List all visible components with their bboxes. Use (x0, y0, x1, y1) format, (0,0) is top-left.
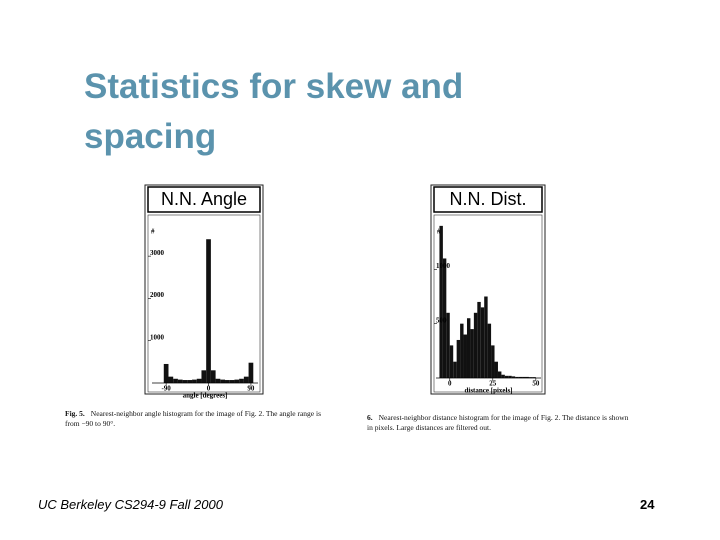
histogram-bar (225, 380, 230, 383)
slide-title: Statistics for skew and spacing (84, 67, 464, 156)
histogram-bar (449, 345, 454, 378)
histogram-bar (446, 312, 450, 378)
y-tick-label: 3000 (150, 249, 165, 257)
figure-frame (144, 184, 264, 395)
y-tick-label: 1000 (150, 333, 165, 341)
histogram-bar (504, 375, 509, 378)
histogram-bar (442, 258, 447, 378)
figure-header: N.N. Angle (161, 189, 247, 209)
plot-frame (147, 214, 261, 393)
histogram-bar (220, 379, 226, 383)
x-tick-label: 25 (489, 380, 497, 388)
x-axis-label: angle [degrees] (183, 392, 228, 400)
caption-number: Fig. 5. (65, 409, 85, 418)
histogram-bar (501, 374, 505, 378)
histogram-bar (173, 378, 178, 383)
histogram-bar (532, 377, 536, 378)
histogram-bar (196, 378, 202, 383)
histogram-bar (234, 379, 240, 383)
caption: 6. Nearest-neighbor distance histogram fo… (367, 413, 629, 433)
histogram-bar (463, 334, 467, 378)
page-number: 24 (640, 497, 655, 512)
header-box (147, 186, 261, 213)
y-tick-label: 1000 (436, 262, 451, 270)
histogram-bar (168, 376, 174, 383)
histogram-bar (239, 378, 244, 383)
histogram-bar (210, 370, 216, 383)
histogram-bar (515, 376, 519, 378)
x-tick-label: -90 (161, 385, 171, 393)
x-axis-label: distance [pixels] (464, 387, 512, 395)
histogram-bar (163, 363, 169, 383)
caption-text: Nearest-neighbor angle histogram for the… (65, 409, 322, 428)
histogram-bar (494, 361, 498, 378)
histogram-bar (487, 323, 492, 378)
histogram-bar (525, 376, 529, 378)
y-tick-label: 2000 (150, 291, 165, 299)
histogram-bar (460, 323, 464, 378)
histogram-bar (201, 370, 207, 383)
histogram-bar (456, 339, 461, 378)
histogram-bar (477, 301, 481, 378)
histogram-bar (473, 312, 478, 378)
histogram-bar (206, 239, 211, 383)
histogram-bar (497, 371, 502, 378)
histogram-bar (470, 329, 474, 378)
histogram-bar (243, 376, 249, 383)
histogram-bar (215, 378, 221, 383)
histogram-bar (466, 318, 471, 378)
histogram-bar (229, 380, 235, 383)
caption-number: 6. (367, 413, 373, 422)
caption: Fig. 5. Nearest-neighbor angle histogram … (65, 409, 327, 429)
figure-header: N.N. Dist. (449, 189, 526, 209)
histogram-bar (439, 225, 443, 378)
x-tick-label: 0 (448, 380, 452, 388)
histogram-bar (511, 376, 516, 378)
histogram-bar (177, 379, 183, 383)
footer-text: UC Berkeley CS294-9 Fall 2000 (38, 497, 223, 512)
histogram-bar (187, 380, 193, 383)
histogram-bar (248, 362, 254, 383)
caption-text: Nearest-neighbor distance histogram for … (367, 413, 629, 432)
histogram-bar (480, 307, 485, 378)
y-tick-label: 500 (436, 316, 447, 324)
histogram-bar (522, 376, 526, 378)
histogram-bar (518, 376, 523, 378)
histogram-bar (192, 379, 197, 383)
histogram-bar (182, 380, 188, 383)
y-axis-label: # (437, 228, 441, 236)
histogram-bar (491, 345, 495, 378)
x-tick-label: 90 (247, 385, 255, 393)
y-axis-label: # (151, 228, 155, 236)
histogram-bar (484, 296, 488, 378)
x-tick-label: 0 (207, 385, 211, 393)
histogram-bar (453, 361, 457, 378)
x-tick-label: 50 (532, 380, 540, 388)
histogram-bar (528, 377, 533, 378)
histogram-bar (508, 375, 512, 378)
header-box (433, 186, 543, 213)
plot-frame (433, 214, 543, 393)
